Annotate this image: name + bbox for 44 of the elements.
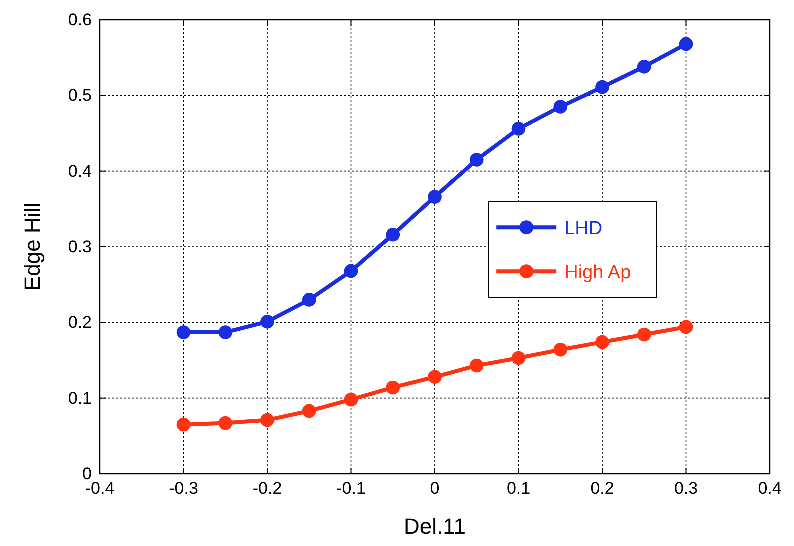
x-tick-label: 0.4 xyxy=(758,479,782,498)
point xyxy=(679,37,694,52)
legend-label: High Ap xyxy=(564,262,632,284)
point xyxy=(302,293,316,307)
point xyxy=(260,315,274,329)
y-tick-label: 0.5 xyxy=(68,86,92,106)
point xyxy=(512,351,526,366)
point xyxy=(428,190,442,204)
x-tick-label: -0.1 xyxy=(336,479,366,498)
point xyxy=(470,153,484,167)
point xyxy=(344,264,358,278)
point xyxy=(344,392,358,407)
point xyxy=(554,100,568,114)
x-axis-title: Del.11 xyxy=(404,514,466,539)
y-tick-label: 0.1 xyxy=(68,388,92,408)
point xyxy=(428,370,442,384)
point xyxy=(637,60,652,74)
y-axis-title: Edge Hill xyxy=(20,202,45,292)
point xyxy=(218,326,233,340)
point xyxy=(554,343,568,357)
point xyxy=(596,335,610,350)
point xyxy=(260,413,274,428)
point xyxy=(512,122,526,136)
point xyxy=(386,228,400,242)
x-tick-label: 0.3 xyxy=(674,479,698,498)
point xyxy=(637,328,652,342)
x-tick-label: -0.3 xyxy=(169,479,198,498)
x-tick-label: 0 xyxy=(430,479,440,498)
x-tick-label: 0.1 xyxy=(506,479,531,498)
point xyxy=(386,380,400,395)
point xyxy=(470,358,484,373)
x-tick-label: 0.2 xyxy=(590,479,614,498)
y-tick-label: 0.3 xyxy=(68,237,92,256)
y-tick-label: 0.4 xyxy=(68,162,92,181)
point xyxy=(596,80,610,94)
x-tick-label: -0.2 xyxy=(252,479,282,498)
y-tick-label: 0.2 xyxy=(68,313,92,332)
point xyxy=(218,416,233,430)
point xyxy=(176,418,191,432)
point xyxy=(302,404,316,418)
legend-label: LHD xyxy=(564,218,603,240)
point xyxy=(176,326,191,340)
y-tick-label: 0.6 xyxy=(68,10,92,30)
point xyxy=(679,320,694,334)
